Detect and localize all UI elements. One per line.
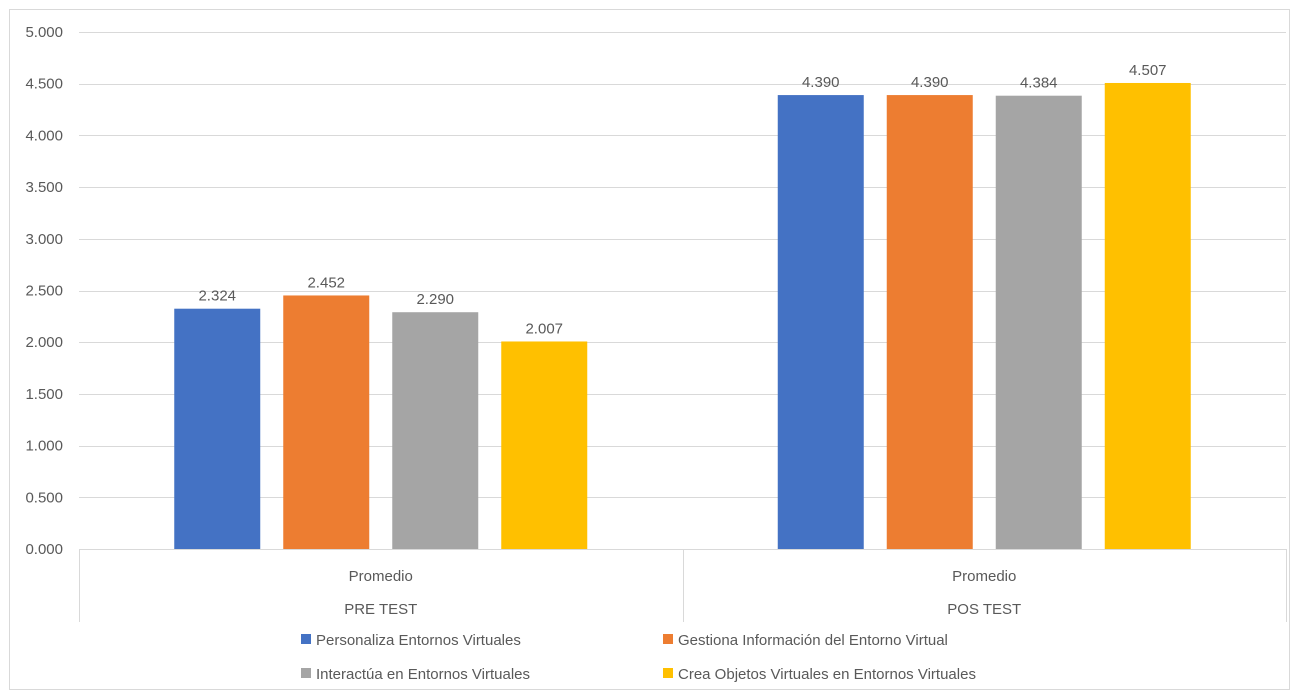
data-label: 4.384 [1020, 75, 1058, 92]
y-tick-label: 1.500 [25, 386, 63, 403]
data-label: 4.390 [911, 74, 949, 91]
legend-swatch [663, 634, 673, 644]
data-label: 4.390 [802, 74, 840, 91]
y-tick-label: 5.000 [25, 24, 63, 41]
bar [392, 312, 479, 549]
y-tick-label: 0.500 [25, 489, 63, 506]
legend-label: Interactúa en Entornos Virtuales [316, 666, 530, 683]
category-axis: Promedio PRE TEST Promedio POS TEST [79, 549, 1287, 622]
y-axis-ticks: 0.000 0.500 1.000 1.500 2.000 2.500 3.000 3.500… [25, 24, 63, 558]
data-label: 2.452 [307, 274, 345, 291]
y-tick-label: 0.000 [25, 541, 63, 558]
legend-swatch [663, 668, 673, 678]
data-label: 2.324 [198, 288, 236, 305]
legend-label: Gestiona Información del Entorno Virtual [678, 632, 948, 649]
bar [501, 341, 588, 549]
y-tick-label: 3.500 [25, 179, 63, 196]
legend-swatch [301, 634, 311, 644]
category-label-inner: Promedio [349, 568, 413, 585]
legend-label: Personaliza Entornos Virtuales [316, 632, 521, 649]
bar [886, 95, 973, 549]
bars [174, 82, 1191, 549]
category-label-outer: POS TEST [947, 601, 1021, 618]
legend-swatch [301, 668, 311, 678]
chart-border [9, 9, 1290, 690]
y-tick-label: 2.000 [25, 334, 63, 351]
bar [995, 95, 1082, 549]
data-label: 4.507 [1129, 62, 1167, 79]
bar [1104, 82, 1191, 549]
bar [174, 308, 261, 549]
y-tick-label: 4.000 [25, 127, 63, 144]
bar [777, 95, 864, 549]
data-labels: 2.324 2.452 2.290 2.007 4.390 4.390 4.384 4.507 [198, 62, 1166, 338]
y-tick-label: 1.000 [25, 438, 63, 455]
legend-label: Crea Objetos Virtuales en Entornos Virtu… [678, 666, 976, 683]
y-tick-label: 2.500 [25, 283, 63, 300]
legend: Personaliza Entornos Virtuales Gestiona I… [301, 632, 976, 683]
bar [283, 295, 370, 549]
y-tick-label: 4.500 [25, 76, 63, 93]
data-label: 2.007 [525, 320, 563, 337]
data-label: 2.290 [416, 291, 454, 308]
category-label-outer: PRE TEST [344, 601, 417, 618]
y-tick-label: 3.000 [25, 231, 63, 248]
gridlines [79, 32, 1286, 498]
category-label-inner: Promedio [952, 568, 1016, 585]
